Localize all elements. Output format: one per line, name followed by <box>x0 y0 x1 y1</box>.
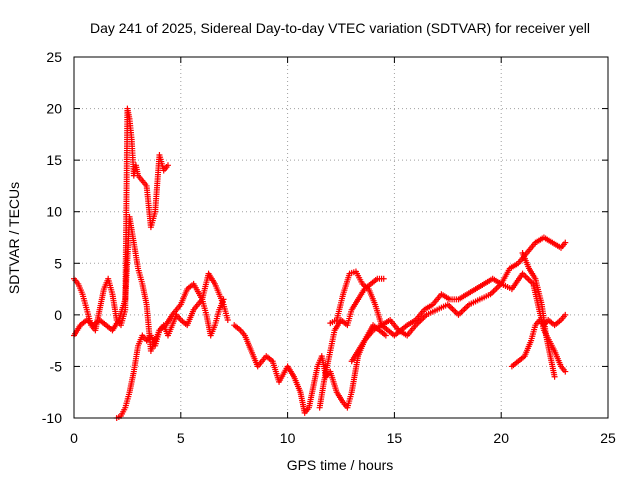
data-point-marker <box>382 332 389 339</box>
y-tick-label: 5 <box>54 255 62 271</box>
y-tick-label: 10 <box>46 204 62 220</box>
x-tick-label: 5 <box>177 430 185 446</box>
chart-title: Day 241 of 2025, Sidereal Day-to-day VTE… <box>90 20 590 36</box>
axis-ticks <box>73 56 609 419</box>
x-tick-label: 0 <box>70 430 78 446</box>
x-tick-label: 25 <box>600 430 616 446</box>
x-axis-title: GPS time / hours <box>287 457 394 473</box>
data-point-marker <box>562 311 569 318</box>
x-tick-label: 10 <box>280 430 296 446</box>
series-trace-f <box>327 234 569 339</box>
x-tick-labels: 0 5 10 15 20 25 <box>70 430 616 446</box>
y-tick-label: 25 <box>46 49 62 65</box>
data-point-marker <box>224 317 231 324</box>
data-point-marker <box>562 239 569 246</box>
y-tick-label: 20 <box>46 101 62 117</box>
y-axis-title: SDTVAR / TECUs <box>6 182 22 294</box>
y-tick-label: -5 <box>50 358 63 374</box>
series-trace-e <box>316 275 387 411</box>
y-tick-label: -10 <box>42 410 62 426</box>
data-point-marker <box>562 368 569 375</box>
data-point-marker <box>380 275 387 282</box>
data-point-marker <box>551 373 558 380</box>
series-trace-i <box>519 249 558 380</box>
x-tick-label: 20 <box>493 430 509 446</box>
y-tick-labels: -10 -5 0 5 10 15 20 25 <box>42 49 62 426</box>
plot-frame <box>73 56 609 419</box>
data-point-marker <box>164 162 171 169</box>
series-trace-c <box>113 296 227 421</box>
series-trace-g <box>348 270 569 375</box>
series-trace-h <box>508 311 569 370</box>
data-point-marker <box>220 296 227 303</box>
x-tick-label: 15 <box>387 430 403 446</box>
series-trace-b <box>71 213 231 354</box>
data-points <box>71 105 569 421</box>
y-tick-label: 15 <box>46 152 62 168</box>
y-tick-label: 0 <box>54 307 62 323</box>
